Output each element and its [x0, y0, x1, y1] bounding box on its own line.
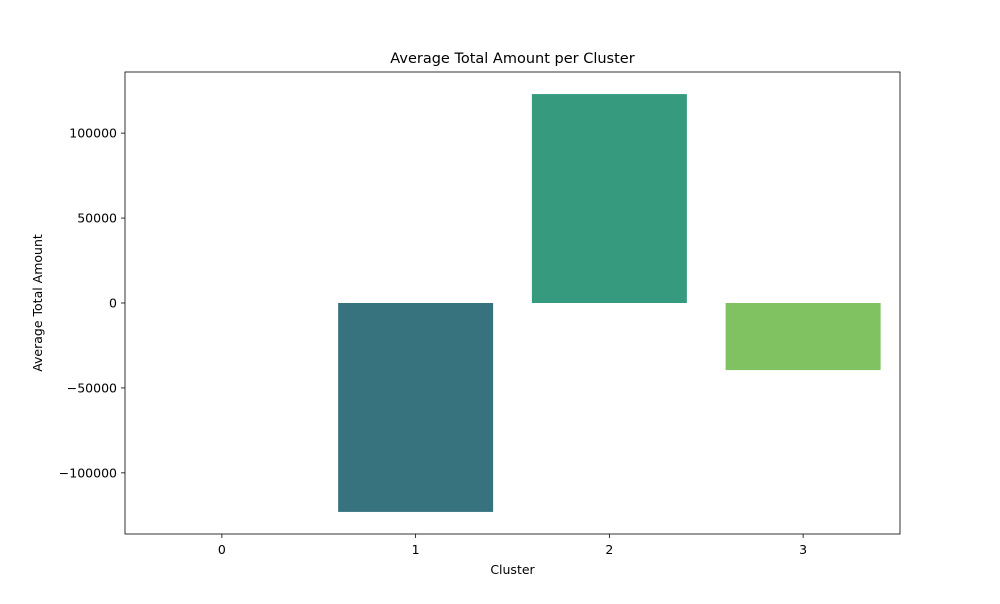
x-ticks-layer: 0 1 2 3 — [218, 534, 807, 557]
x-tick-label: 2 — [605, 542, 613, 557]
bar-cluster-3 — [725, 303, 881, 371]
y-tick-label: −50000 — [67, 380, 117, 395]
y-axis-label: Average Total Amount — [30, 234, 45, 372]
x-tick-label: 1 — [412, 542, 420, 557]
y-tick-label: 100000 — [69, 126, 117, 141]
bar-cluster-2 — [531, 94, 687, 304]
x-tick-label: 0 — [218, 542, 226, 557]
y-tick-label: 0 — [109, 296, 117, 311]
bars-layer — [338, 94, 881, 512]
x-tick-label: 3 — [799, 542, 807, 557]
y-tick-label: 50000 — [77, 211, 117, 226]
y-tick-label: −100000 — [59, 465, 117, 480]
y-ticks-layer: −100000 −50000 0 50000 100000 — [59, 126, 125, 480]
chart-title: Average Total Amount per Cluster — [390, 51, 634, 67]
bar-cluster-1 — [338, 303, 494, 512]
plot-area-frame — [124, 71, 901, 535]
x-axis-label: Cluster — [490, 562, 535, 577]
